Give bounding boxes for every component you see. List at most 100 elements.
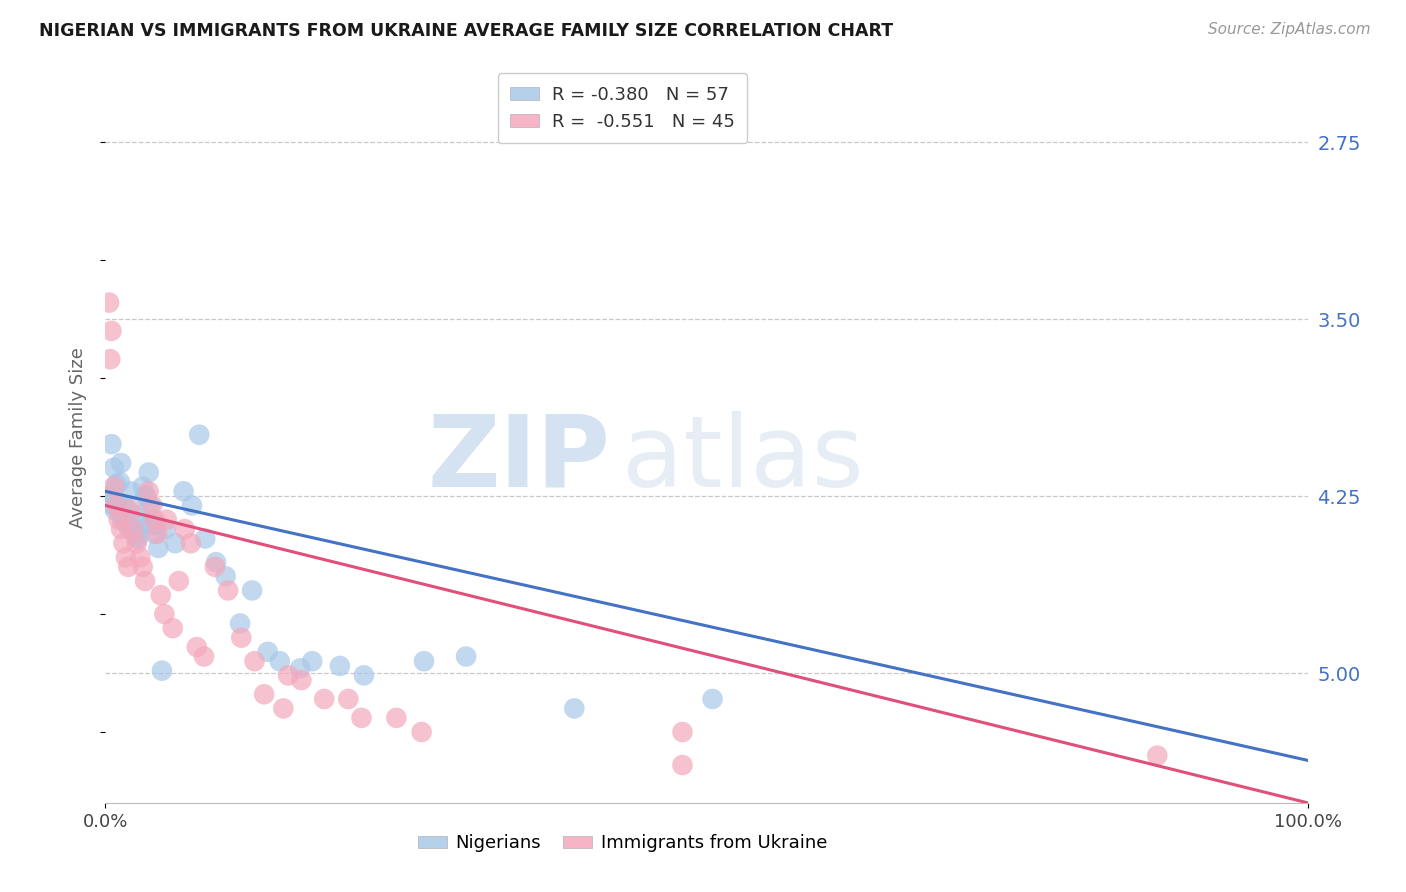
Point xyxy=(205,555,228,569)
Point xyxy=(107,503,129,517)
Point xyxy=(141,499,163,513)
Point xyxy=(124,526,146,541)
Point xyxy=(671,725,693,739)
Point xyxy=(173,484,195,499)
Point xyxy=(114,513,136,527)
Point xyxy=(162,621,184,635)
Point xyxy=(115,513,138,527)
Point xyxy=(193,649,215,664)
Point xyxy=(143,526,166,541)
Point xyxy=(229,616,252,631)
Point xyxy=(253,687,276,701)
Point xyxy=(214,569,236,583)
Point xyxy=(562,701,585,715)
Point xyxy=(155,522,177,536)
Point xyxy=(702,692,724,706)
Point xyxy=(129,508,152,522)
Point xyxy=(127,532,149,546)
Point xyxy=(350,711,373,725)
Point xyxy=(104,503,127,517)
Point xyxy=(107,513,129,527)
Point xyxy=(181,499,204,513)
Point xyxy=(129,550,152,565)
Point xyxy=(105,477,128,491)
Point xyxy=(413,654,436,668)
Point xyxy=(111,513,134,527)
Point xyxy=(139,499,162,513)
Point xyxy=(256,645,278,659)
Point xyxy=(301,654,323,668)
Point xyxy=(107,493,129,508)
Point xyxy=(314,692,336,706)
Point xyxy=(125,532,148,546)
Point xyxy=(105,499,128,513)
Point xyxy=(167,574,190,588)
Text: NIGERIAN VS IMMIGRANTS FROM UKRAINE AVERAGE FAMILY SIZE CORRELATION CHART: NIGERIAN VS IMMIGRANTS FROM UKRAINE AVER… xyxy=(39,22,893,40)
Point xyxy=(100,324,122,338)
Point xyxy=(115,550,138,565)
Point xyxy=(103,460,125,475)
Point xyxy=(115,517,138,532)
Point xyxy=(122,522,145,536)
Point xyxy=(231,631,253,645)
Point xyxy=(243,654,266,668)
Point xyxy=(277,668,299,682)
Point xyxy=(132,480,155,494)
Point xyxy=(97,489,120,503)
Point xyxy=(124,522,146,536)
Point xyxy=(134,574,156,588)
Text: Source: ZipAtlas.com: Source: ZipAtlas.com xyxy=(1208,22,1371,37)
Point xyxy=(290,673,312,687)
Point xyxy=(110,456,132,470)
Point xyxy=(150,664,173,678)
Legend: Nigerians, Immigrants from Ukraine: Nigerians, Immigrants from Ukraine xyxy=(411,827,834,860)
Point xyxy=(180,536,202,550)
Point xyxy=(108,475,131,489)
Point xyxy=(329,659,352,673)
Point xyxy=(117,559,139,574)
Point xyxy=(135,489,157,503)
Point xyxy=(120,484,142,499)
Point xyxy=(118,522,141,536)
Point xyxy=(204,559,226,574)
Point xyxy=(112,536,135,550)
Point xyxy=(122,522,145,536)
Point xyxy=(103,480,125,494)
Point xyxy=(138,466,160,480)
Point xyxy=(117,503,139,517)
Point xyxy=(146,526,169,541)
Point xyxy=(156,513,179,527)
Point xyxy=(269,654,291,668)
Point xyxy=(1146,748,1168,763)
Point xyxy=(165,536,187,550)
Point xyxy=(143,513,166,527)
Point xyxy=(110,522,132,536)
Point xyxy=(138,484,160,499)
Point xyxy=(98,489,121,503)
Point xyxy=(188,427,211,442)
Point xyxy=(131,517,153,532)
Point xyxy=(671,758,693,772)
Point xyxy=(132,559,155,574)
Point xyxy=(139,517,162,532)
Point xyxy=(98,295,121,310)
Point xyxy=(186,640,208,654)
Point xyxy=(411,725,433,739)
Point xyxy=(145,517,167,532)
Point xyxy=(194,532,217,546)
Text: atlas: atlas xyxy=(623,410,865,508)
Point xyxy=(173,522,195,536)
Y-axis label: Average Family Size: Average Family Size xyxy=(69,347,87,527)
Point xyxy=(153,607,176,621)
Point xyxy=(240,583,263,598)
Point xyxy=(125,536,148,550)
Text: ZIP: ZIP xyxy=(427,410,610,508)
Point xyxy=(454,649,477,664)
Point xyxy=(112,499,135,513)
Point xyxy=(149,588,172,602)
Point xyxy=(273,701,295,715)
Point xyxy=(290,661,312,675)
Point xyxy=(98,489,121,503)
Point xyxy=(385,711,408,725)
Point xyxy=(353,668,375,682)
